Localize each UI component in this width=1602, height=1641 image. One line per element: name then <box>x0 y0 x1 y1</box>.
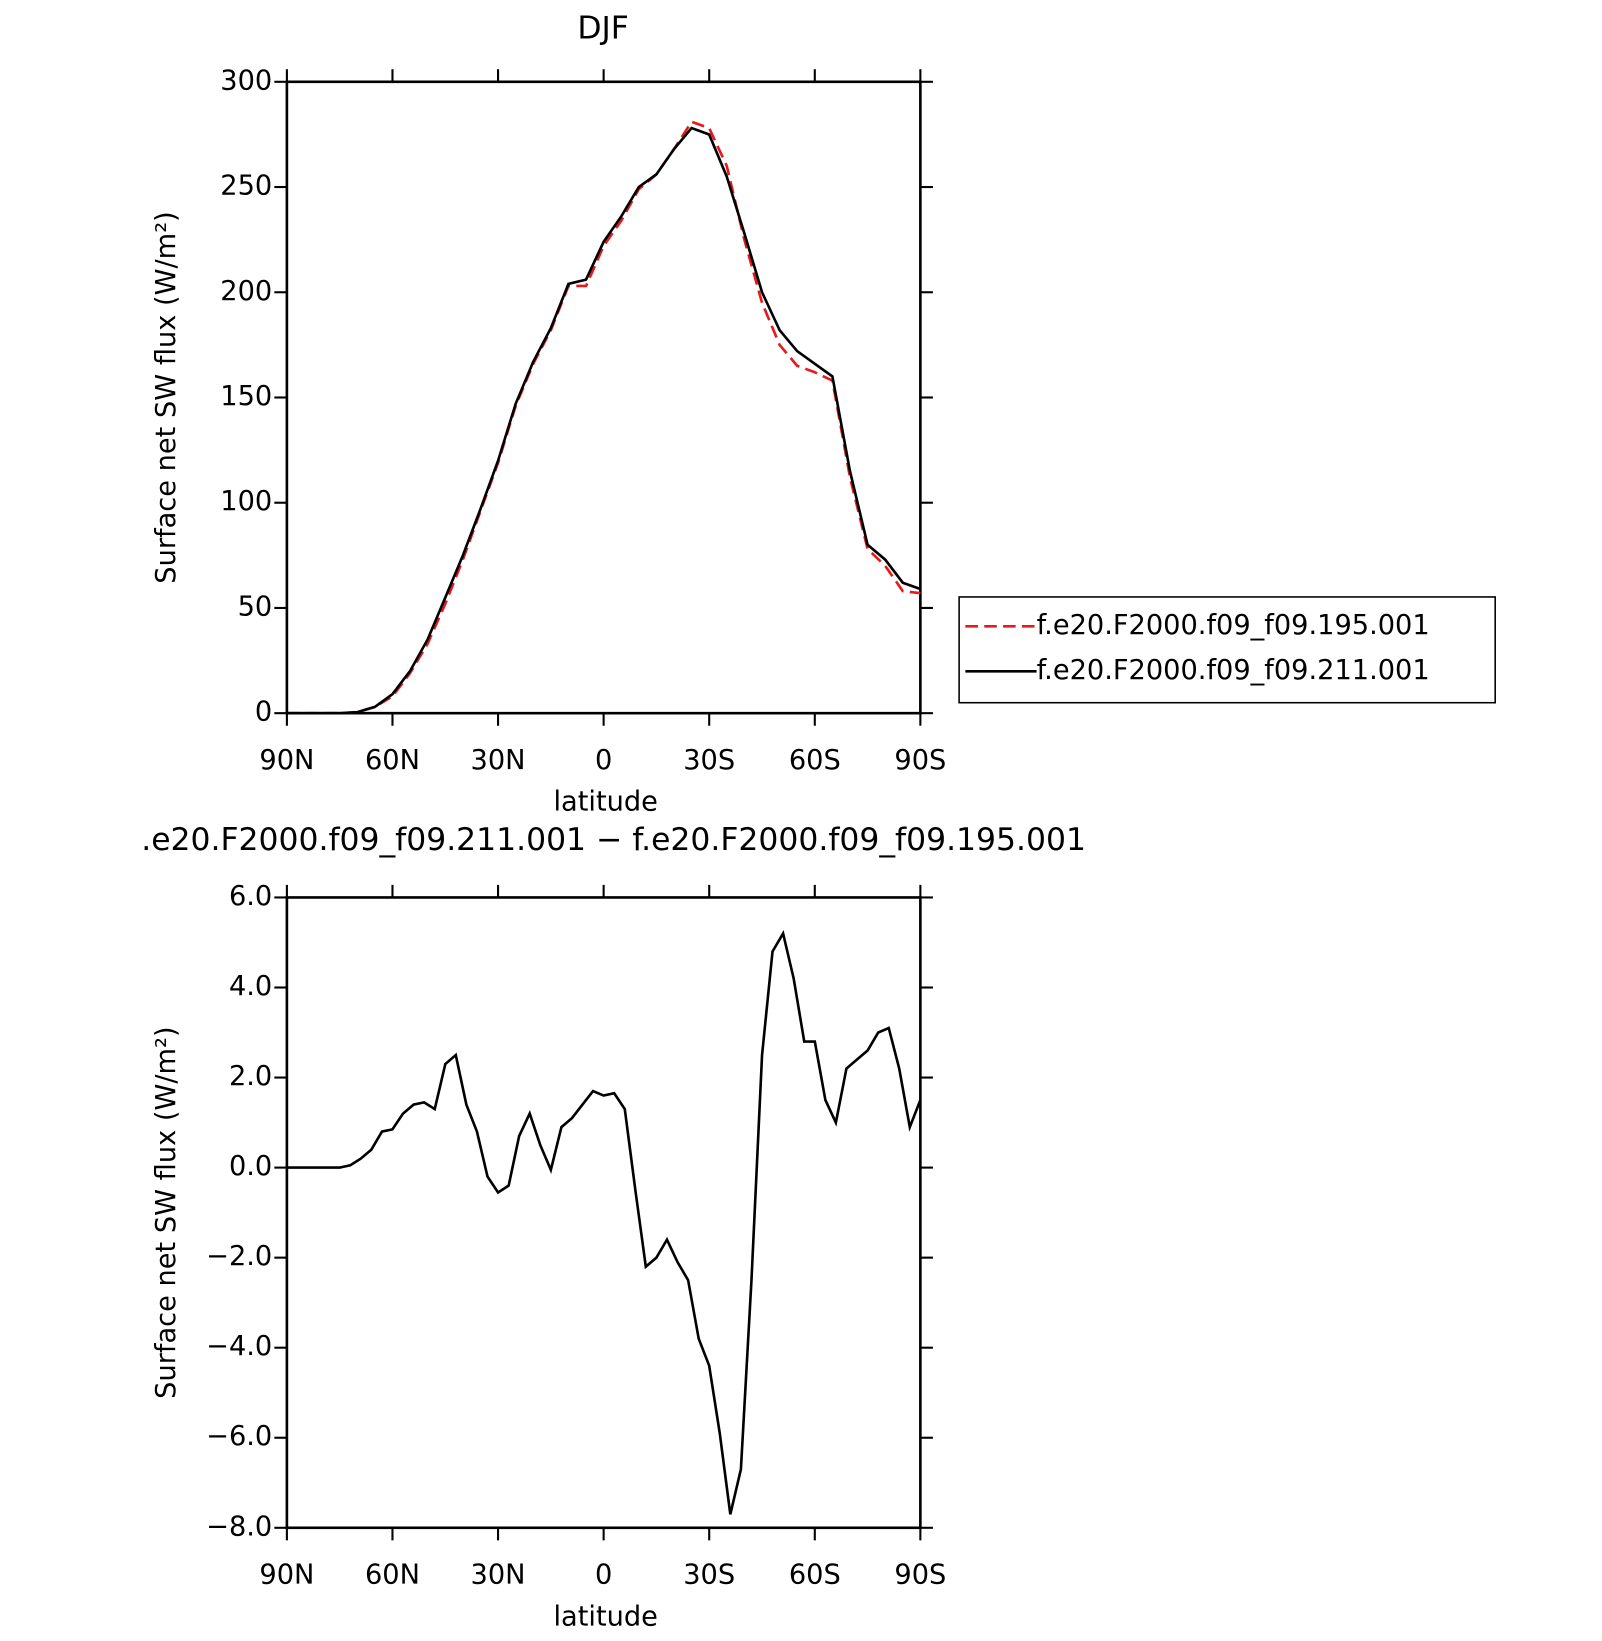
x-tick-label: 0 <box>595 1559 612 1590</box>
x-tick-label: 90S <box>894 745 946 776</box>
plot-frame <box>285 896 922 1530</box>
x-tick-label: 90N <box>259 745 314 776</box>
data-line <box>286 929 922 1515</box>
x-tick-label: 60N <box>365 1559 420 1590</box>
chart-title: .e20.F2000.f09_f09.211.001 − f.e20.F2000… <box>141 822 1086 858</box>
x-axis-label: latitude <box>554 1601 658 1632</box>
x-tick-label: 30N <box>471 1559 526 1590</box>
y-tick-label: 300 <box>220 65 272 96</box>
y-tick-label: −2.0 <box>206 1241 272 1272</box>
y-tick-label: 250 <box>220 171 272 202</box>
y-tick-label: 150 <box>220 381 272 412</box>
y-tick-label: 6.0 <box>229 881 272 912</box>
x-tick-label: 30S <box>683 745 735 776</box>
y-tick-label: −8.0 <box>206 1511 272 1542</box>
y-tick-label: −4.0 <box>206 1331 272 1362</box>
plot-frame <box>285 80 922 715</box>
x-tick-label: 90S <box>894 1559 946 1590</box>
x-axis-label: latitude <box>554 787 658 818</box>
y-tick-label: 2.0 <box>229 1061 272 1092</box>
x-tick-label: 60S <box>789 1559 841 1590</box>
legend-label: f.e20.F2000.f09_f09.195.001 <box>1037 610 1430 641</box>
x-tick-label: 60N <box>365 745 420 776</box>
x-tick-label: 0 <box>595 745 612 776</box>
y-axis-label: Surface net SW flux (W/m²) <box>151 1026 182 1398</box>
x-tick-label: 90N <box>259 1559 314 1590</box>
y-tick-label: 50 <box>238 591 273 622</box>
data-line <box>286 126 921 715</box>
y-tick-label: 0 <box>255 697 272 728</box>
x-tick-label: 30S <box>683 1559 735 1590</box>
y-axis-label: Surface net SW flux (W/m²) <box>151 211 182 583</box>
x-tick-label: 30N <box>471 745 526 776</box>
y-tick-label: 200 <box>220 276 272 307</box>
y-tick-label: 4.0 <box>229 971 272 1002</box>
y-tick-label: −6.0 <box>206 1421 272 1452</box>
y-tick-label: 100 <box>220 486 272 517</box>
legend-box <box>958 596 1496 704</box>
y-tick-label: 0.0 <box>229 1151 272 1182</box>
chart-title: DJF <box>577 10 629 46</box>
x-tick-label: 60S <box>789 745 841 776</box>
legend-label: f.e20.F2000.f09_f09.211.001 <box>1037 655 1430 686</box>
data-line <box>286 120 921 715</box>
